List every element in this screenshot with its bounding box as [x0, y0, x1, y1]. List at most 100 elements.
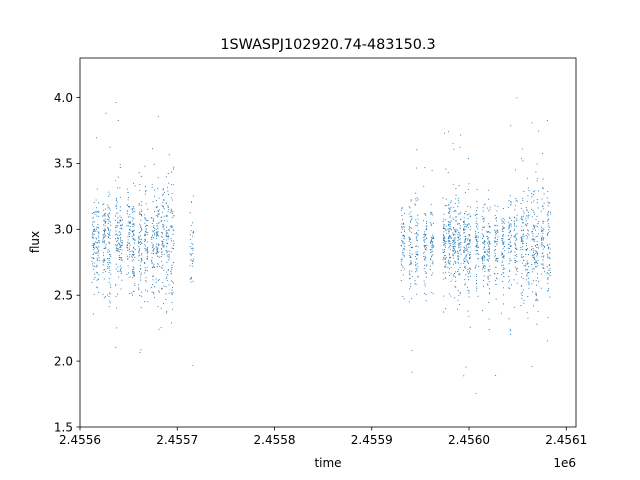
data-point	[93, 233, 95, 235]
data-point	[166, 230, 168, 232]
data-point	[415, 263, 417, 265]
data-point	[430, 211, 432, 213]
data-point	[540, 243, 542, 245]
data-point	[453, 183, 455, 185]
data-point	[509, 223, 511, 225]
data-point	[489, 268, 491, 270]
data-point	[536, 177, 538, 179]
data-point	[151, 260, 153, 263]
data-point	[503, 241, 505, 243]
data-point	[503, 219, 506, 221]
data-point	[104, 221, 107, 223]
data-point	[170, 226, 172, 228]
data-point	[515, 198, 517, 200]
data-point	[462, 270, 465, 272]
data-point	[92, 237, 94, 239]
data-point	[417, 234, 419, 236]
data-point	[454, 243, 456, 245]
data-point	[129, 226, 131, 228]
data-point	[134, 284, 136, 286]
data-point	[469, 254, 471, 256]
data-point	[154, 267, 156, 269]
data-point	[401, 223, 403, 225]
data-point	[454, 230, 456, 232]
data-point	[416, 258, 418, 260]
data-point	[131, 253, 134, 255]
data-point	[501, 252, 504, 254]
data-point	[104, 271, 107, 273]
data-point	[415, 225, 417, 227]
data-point	[447, 261, 449, 263]
data-point	[172, 168, 175, 170]
data-point	[521, 238, 523, 241]
data-point	[526, 312, 528, 314]
data-point	[536, 202, 538, 204]
data-point	[157, 116, 159, 118]
data-point	[542, 264, 544, 266]
data-point	[140, 175, 142, 178]
data-point	[173, 215, 175, 217]
data-point	[145, 250, 147, 252]
data-point	[108, 234, 110, 236]
data-point	[119, 258, 121, 261]
data-point	[535, 250, 537, 252]
data-point	[528, 254, 530, 256]
data-point	[145, 231, 147, 233]
data-point	[161, 205, 163, 207]
data-point	[170, 212, 172, 214]
data-point	[467, 268, 469, 271]
data-point	[166, 236, 168, 238]
data-point	[128, 206, 130, 208]
data-point	[546, 197, 548, 199]
data-point	[528, 266, 530, 268]
data-point	[548, 226, 550, 228]
data-point	[401, 240, 403, 242]
data-point	[171, 216, 173, 218]
data-point	[170, 183, 172, 186]
data-point	[140, 201, 142, 203]
data-point	[450, 273, 452, 275]
data-point	[131, 292, 133, 294]
data-point	[151, 223, 153, 225]
data-point	[415, 283, 417, 285]
data-point	[509, 260, 511, 262]
data-point	[92, 253, 94, 255]
data-point	[166, 246, 168, 248]
data-point	[97, 255, 99, 257]
data-point	[496, 277, 498, 279]
data-point	[455, 188, 457, 190]
data-point	[126, 273, 128, 275]
data-point	[401, 258, 403, 260]
data-point	[442, 234, 444, 236]
data-point	[547, 255, 549, 257]
data-point	[516, 239, 518, 241]
data-point	[457, 197, 459, 199]
data-point	[96, 257, 98, 259]
data-point	[173, 261, 175, 263]
data-point	[107, 249, 109, 251]
data-point	[536, 265, 538, 267]
data-point	[510, 250, 513, 252]
data-point	[447, 224, 450, 226]
data-point	[191, 222, 194, 224]
data-point	[165, 235, 167, 237]
data-point	[109, 254, 111, 256]
data-point	[448, 207, 450, 209]
data-point	[119, 187, 121, 189]
data-point	[430, 245, 432, 247]
data-point	[129, 256, 131, 258]
data-point	[541, 152, 544, 155]
data-point	[510, 204, 512, 206]
data-point	[97, 223, 99, 225]
data-point	[410, 200, 412, 202]
data-point	[547, 213, 549, 215]
data-point	[415, 200, 417, 202]
data-point	[484, 267, 486, 270]
data-point	[93, 226, 95, 228]
data-point	[508, 199, 510, 202]
data-point	[513, 236, 516, 238]
data-point	[107, 214, 109, 216]
data-point	[486, 235, 488, 237]
data-point	[91, 260, 93, 262]
data-point	[425, 265, 427, 267]
